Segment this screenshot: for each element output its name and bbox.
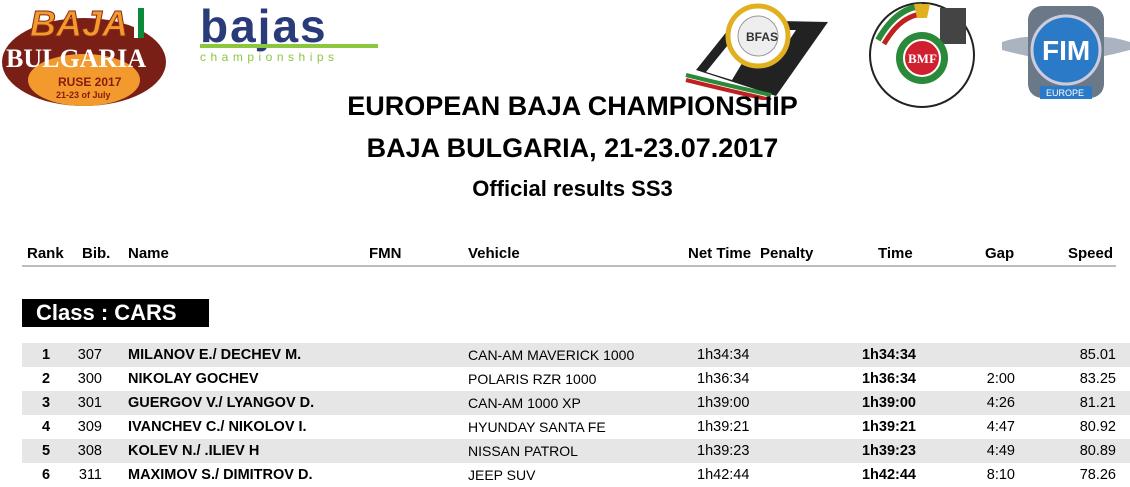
time-cell: 1h39:00 [861, 395, 916, 411]
rank-cell: 4 [41, 419, 51, 435]
table-row: 1 307 MILANOV E./ DECHEV M. CAN-AM MAVERICK… [22, 343, 1130, 367]
col-vehicle: Vehicle [468, 245, 520, 262]
header-divider [22, 265, 1116, 267]
time-cell: 1h39:21 [861, 419, 916, 435]
rank-cell: 6 [41, 467, 51, 483]
speed-cell: 83.25 [1079, 371, 1116, 387]
table-row: 6 311 MAXIMOV S./ DIMITROV D. JEEP SUV 1h42:… [22, 463, 1130, 487]
name-cell: NIKOLAY GOCHEV [128, 371, 259, 387]
bib-cell: 307 [77, 347, 102, 363]
gap-cell: 4:47 [986, 419, 1015, 435]
col-penalty: Penalty [760, 245, 814, 262]
bajas-championships-logo: bajas championships [200, 4, 378, 64]
col-rank: Rank [27, 245, 64, 262]
name-cell: MAXIMOV S./ DIMITROV D. [128, 467, 313, 483]
speed-cell: 78.26 [1079, 467, 1116, 483]
svg-text:21-23 of July: 21-23 of July [56, 90, 111, 100]
bfas-logo: BFAS [685, 3, 828, 100]
net-time-cell: 1h39:21 [697, 419, 750, 435]
speed-cell: 85.01 [1079, 347, 1116, 363]
table-row: 2 300 NIKOLAY GOCHEV POLARIS RZR 1000 1h36:3… [22, 367, 1130, 391]
vehicle-cell: CAN-AM MAVERICK 1000 [468, 347, 635, 363]
time-cell: 1h34:34 [861, 347, 916, 363]
time-cell: 1h39:23 [861, 443, 916, 459]
svg-text:FIM: FIM [1042, 35, 1090, 66]
class-label: Class : CARS [22, 299, 209, 327]
bib-cell: 301 [77, 395, 102, 411]
col-fmn: FMN [369, 245, 402, 262]
results-subtitle: Official results SS3 [472, 176, 673, 201]
bib-cell: 308 [77, 443, 102, 459]
gap-cell: 2:00 [986, 371, 1015, 387]
net-time-cell: 1h36:34 [697, 371, 750, 387]
col-speed: Speed [1068, 245, 1114, 262]
svg-text:BAJA: BAJA [30, 3, 128, 44]
speed-cell: 80.92 [1079, 419, 1116, 435]
page-title: EUROPEAN BAJA CHAMPIONSHIP [347, 91, 798, 121]
table-row: 3 301 GUERGOV V./ LYANGOV D. CAN-AM 1000 XP… [22, 391, 1130, 415]
gap-cell: 8:10 [986, 467, 1015, 483]
fim-europe-logo: FIM EUROPE [1002, 6, 1130, 99]
name-cell: MILANOV E./ DECHEV M. [128, 347, 302, 363]
bib-cell: 311 [78, 467, 102, 483]
time-cell: 1h42:44 [861, 467, 916, 483]
vehicle-cell: POLARIS RZR 1000 [468, 371, 597, 387]
vehicle-cell: HYUNDAY SANTA FE [468, 419, 606, 435]
rank-cell: 5 [41, 443, 51, 459]
svg-text:RUSE 2017: RUSE 2017 [58, 75, 122, 89]
net-time-cell: 1h39:00 [697, 395, 750, 411]
col-gap: Gap [985, 245, 1015, 262]
table-row: 4 309 IVANCHEV C./ NIKOLOV I. HYUNDAY SANTA… [22, 415, 1130, 439]
net-time-cell: 1h34:34 [697, 347, 750, 363]
svg-text:BMF: BMF [908, 51, 937, 66]
speed-cell: 80.89 [1079, 443, 1116, 459]
col-time: Time [878, 245, 913, 262]
table-row: 5 308 KOLEV N./ .ILIEV H NISSAN PATROL 1h39:… [22, 439, 1130, 463]
name-cell: IVANCHEV C./ NIKOLOV I. [128, 419, 307, 435]
rank-cell: 3 [41, 395, 51, 411]
net-time-cell: 1h42:44 [697, 467, 750, 483]
svg-text:BULGARIA: BULGARIA [6, 44, 146, 73]
bib-cell: 300 [77, 371, 102, 387]
baja-bulgaria-logo: BAJA BULGARIA RUSE 2017 21-23 of July [2, 3, 166, 106]
col-name: Name [128, 245, 169, 262]
col-net-time: Net Time [688, 245, 752, 262]
vehicle-cell: CAN-AM 1000 XP [468, 395, 581, 411]
svg-text:BFAS: BFAS [746, 30, 778, 44]
event-title: BAJA BULGARIA, 21-23.07.2017 [366, 133, 779, 163]
gap-cell: 4:49 [986, 443, 1015, 459]
vehicle-cell: NISSAN PATROL [468, 443, 578, 459]
col-bib: Bib. [82, 245, 111, 262]
rank-cell: 2 [41, 371, 51, 387]
vehicle-cell: JEEP SUV [468, 467, 536, 483]
name-cell: KOLEV N./ .ILIEV H [128, 443, 260, 459]
svg-text:EUROPE: EUROPE [1046, 88, 1084, 98]
speed-cell: 81.21 [1079, 395, 1116, 411]
gap-cell: 4:26 [986, 395, 1015, 411]
bmf-logo: BMF [869, 2, 975, 108]
rank-cell: 1 [41, 347, 51, 363]
bib-cell: 309 [77, 419, 102, 435]
name-cell: GUERGOV V./ LYANGOV D. [128, 395, 315, 411]
time-cell: 1h36:34 [861, 371, 916, 387]
net-time-cell: 1h39:23 [697, 443, 750, 459]
svg-text:championships: championships [200, 50, 339, 64]
